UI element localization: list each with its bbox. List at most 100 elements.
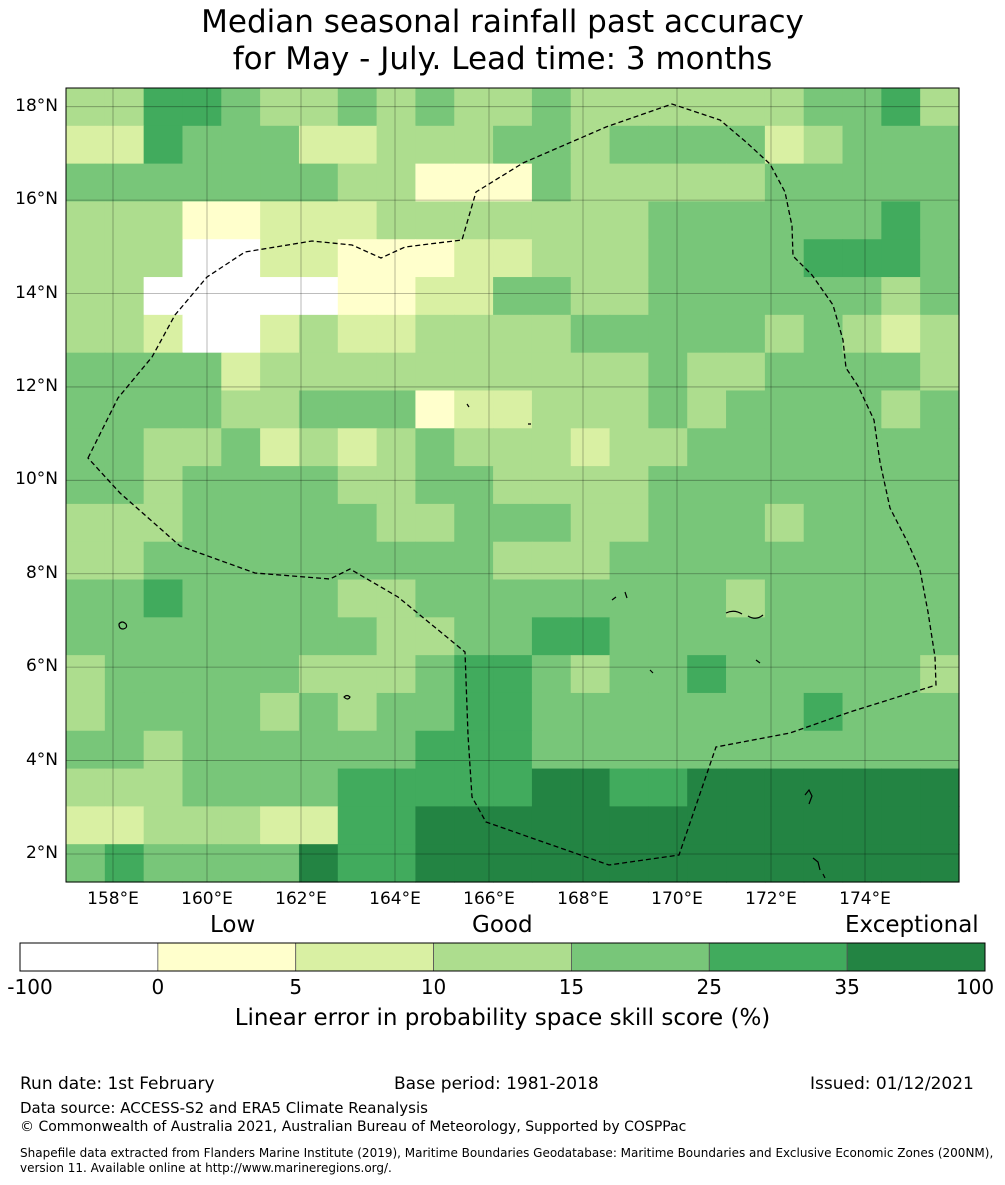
skill-cell [687,768,727,807]
skill-cell [687,503,727,543]
skill-cell [648,352,688,392]
skill-cell [881,466,921,505]
skill-cell [920,617,960,656]
skill-cell [920,390,960,429]
issued-date: Issued: 01/12/2021 [810,1074,974,1094]
skill-cell [687,579,727,618]
skill-cell [881,277,921,316]
skill-cell [648,655,688,694]
skill-cell [842,844,882,883]
skill-cell [842,314,882,354]
skill-cell [726,806,766,845]
skill-cell [493,352,533,392]
skill-cell [66,277,106,316]
skill-cell [337,844,378,883]
skill-cell [221,314,261,354]
skill-cell [376,163,417,203]
skill-cell [376,806,417,845]
skill-cell [531,277,572,316]
skill-cell [298,88,339,127]
skill-cell [221,655,261,694]
skill-cell [104,352,145,392]
skill-cell [376,352,417,392]
latitude-tick-label: 4°N [25,749,58,770]
skill-cell [764,579,805,618]
skill-cell [260,314,300,354]
latitude-tick-label: 8°N [25,562,58,583]
skill-cell [66,352,106,392]
skill-cell [570,503,611,543]
skill-cell [803,277,844,316]
skill-cell [570,806,611,845]
skill-cell [221,844,261,883]
skill-cell [66,617,106,656]
skill-cell [66,88,106,127]
latitude-tick-label: 6°N [25,656,58,677]
skill-cell [803,239,844,278]
skill-cell [221,806,261,845]
eez-boundary [87,103,937,866]
category-exceptional-label: Exceptional [845,912,979,938]
skill-cell [260,390,300,429]
skill-cell [182,125,222,165]
skill-cell [803,579,844,618]
skill-cell [881,768,921,807]
skill-cell [687,163,727,203]
skill-cell [104,655,145,694]
skill-cell [648,692,688,732]
skill-cell [687,541,727,581]
skill-cell [764,503,805,543]
skill-cell [570,844,611,883]
skill-cell [609,88,649,127]
skill-cell [454,692,494,732]
colorbar-tick-label: 35 [834,975,860,999]
skill-cell [298,125,339,165]
skill-cell [415,692,455,732]
skill-cell [143,314,184,354]
skill-cell [298,768,339,807]
skill-cell [920,466,960,505]
skill-cell [143,768,184,807]
skill-cell [143,541,184,581]
skill-cell [726,655,766,694]
skill-cell [920,692,960,732]
skill-cell [104,201,145,240]
skill-cell [531,428,572,467]
skill-cell [376,541,417,581]
skill-cell [842,163,882,203]
skill-cell [66,314,106,354]
skill-cell [493,201,533,240]
skill-cell [104,768,145,807]
skill-cell [454,617,494,656]
skill-cell [920,352,960,392]
colorbar-segment [157,942,297,972]
skill-cell [803,541,844,581]
skill-cell [920,503,960,543]
island-outlines [118,403,826,879]
skill-cell [376,617,417,656]
skill-cell [726,390,766,429]
skill-cell [648,579,688,618]
skill-cell [920,768,960,807]
skill-cell [531,163,572,203]
skill-cell [260,201,300,240]
skill-cell [570,314,611,354]
category-good-label: Good [472,912,533,938]
skill-cell [221,768,261,807]
skill-cell [881,428,921,467]
skill-cell [337,201,378,240]
skill-cell [570,730,611,770]
skill-cell [143,730,184,770]
skill-cell [66,844,106,883]
skill-cell [298,428,339,467]
skill-cell [881,806,921,845]
skill-cell [454,163,494,203]
skill-cell [182,314,222,354]
skill-cell [260,428,300,467]
skill-cell [221,466,261,505]
skill-cell [415,428,455,467]
skill-cell [454,428,494,467]
skill-cell [803,163,844,203]
skill-cell [881,541,921,581]
skill-cell [648,806,688,845]
